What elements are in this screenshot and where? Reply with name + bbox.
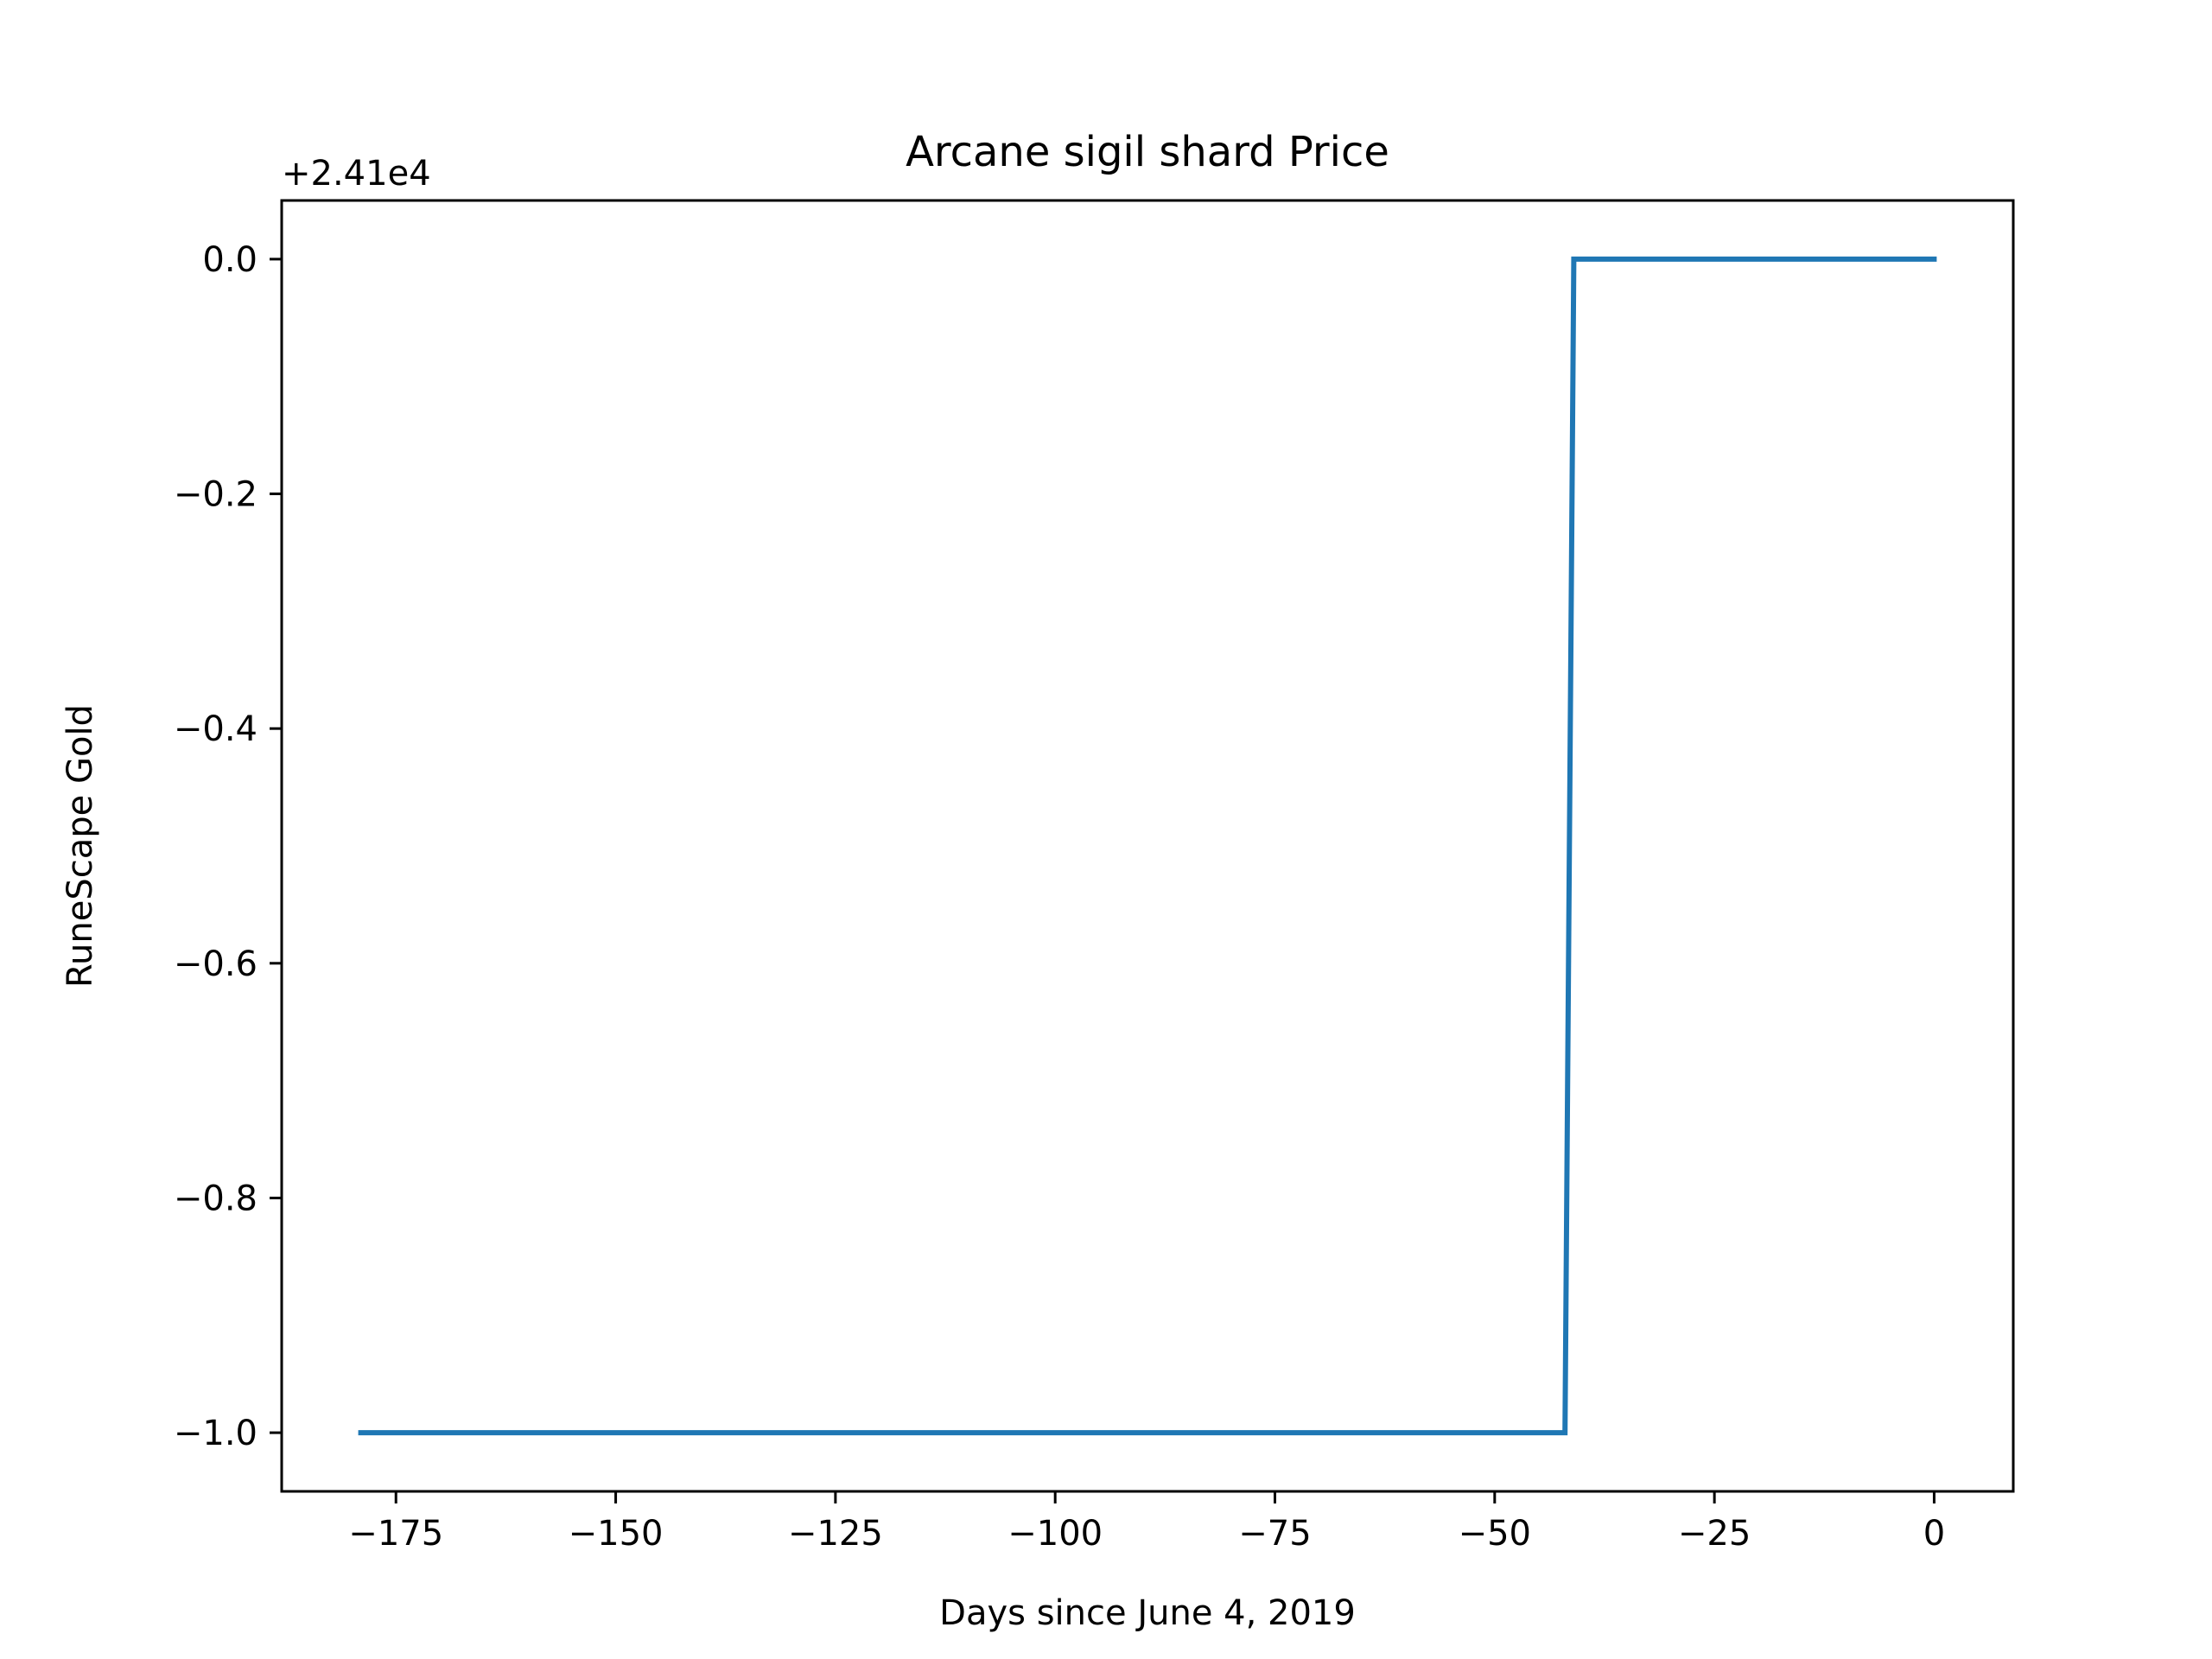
- y-axis-title: RuneScape Gold: [60, 704, 100, 988]
- x-tick-label: −100: [1007, 1514, 1103, 1554]
- x-tick-label: 0: [1923, 1514, 1945, 1554]
- y-tick-label: −1.0: [174, 1414, 257, 1453]
- x-tick-label: −50: [1459, 1514, 1531, 1554]
- x-tick-label: −150: [569, 1514, 664, 1554]
- x-tick-label: −75: [1238, 1514, 1311, 1554]
- x-tick-label: −125: [788, 1514, 883, 1554]
- y-tick-label: −0.2: [174, 475, 257, 515]
- y-tick-label: −0.8: [174, 1179, 257, 1218]
- y-tick-label: 0.0: [202, 240, 257, 280]
- x-tick-label: −175: [348, 1514, 443, 1554]
- series-line-0: [358, 256, 1937, 1436]
- y-offset-label: +2.41e4: [282, 154, 431, 194]
- chart-title: Arcane sigil shard Price: [906, 128, 1389, 176]
- plot-frame: [280, 199, 2015, 1493]
- y-tick-label: −0.4: [174, 709, 257, 749]
- x-axis-title: Days since June 4, 2019: [939, 1593, 1356, 1633]
- plot-area: −175 −150 −125 −100 −75 −50 −25 0 0.0 −0.2 −0.4 −0.…: [174, 240, 1945, 1554]
- x-tick-label: −25: [1678, 1514, 1751, 1554]
- y-tick-label: −0.6: [174, 944, 257, 984]
